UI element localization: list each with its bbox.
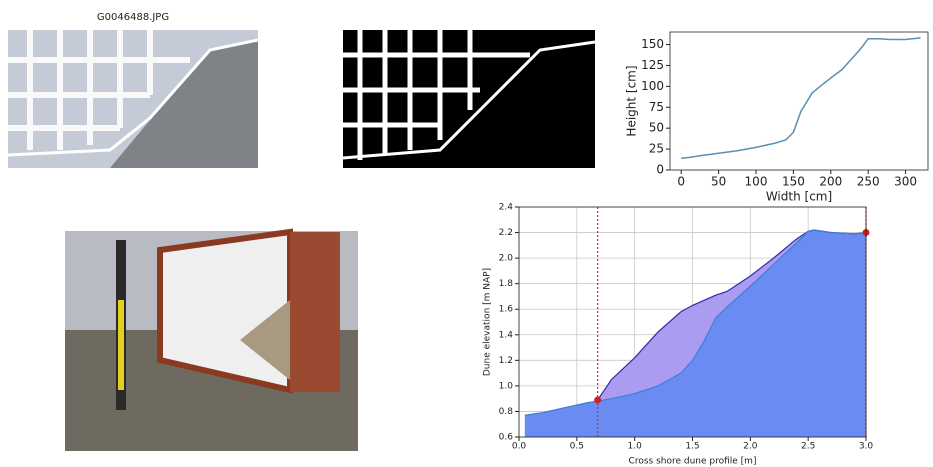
plot-frame bbox=[669, 31, 929, 171]
y-tick-label: 1.2 bbox=[499, 356, 513, 366]
y-tick-label: 0 bbox=[656, 163, 664, 177]
y-tick-label: 1.6 bbox=[499, 305, 514, 315]
image-title: G0046488.JPG bbox=[97, 12, 169, 23]
x-tick-label: 2.0 bbox=[743, 442, 758, 452]
x-tick-label: 1.5 bbox=[685, 442, 699, 452]
x-tick-label: 1.0 bbox=[628, 442, 643, 452]
y-axis-label: Height [cm] bbox=[625, 65, 639, 136]
photo-rgb bbox=[7, 30, 259, 168]
x-tick-label: 2.5 bbox=[801, 442, 815, 452]
x-tick-label: 100 bbox=[745, 175, 768, 189]
data-line bbox=[681, 37, 921, 160]
y-tick-label: 0.6 bbox=[499, 433, 514, 443]
y-tick-label: 1.8 bbox=[499, 279, 514, 289]
y-axis-label: Dune elevation [m NAP] bbox=[483, 268, 493, 376]
photo-field bbox=[65, 228, 358, 451]
x-tick-label: 3.0 bbox=[859, 442, 874, 452]
y-tick-label: 0.8 bbox=[499, 407, 514, 417]
chart: 0 25 50 75 100 125 150 0 50 100 150 200 250 300 Width … bbox=[625, 31, 929, 204]
y-tick-label: 1.0 bbox=[499, 381, 514, 391]
chart: 0.6 0.8 1.0 1.2 1.4 1.6 1.8 2.0 2.2 2.4 0.0 0.5 1.0 1… bbox=[483, 203, 874, 467]
y-tick-label: 25 bbox=[649, 142, 664, 156]
photo-binary bbox=[342, 30, 596, 168]
x-tick-label: 250 bbox=[857, 175, 880, 189]
y-tick-label: 150 bbox=[641, 37, 664, 51]
x-tick-label: 200 bbox=[819, 175, 842, 189]
x-tick-label: 0.5 bbox=[570, 442, 584, 452]
y-tick-label: 125 bbox=[641, 58, 664, 72]
y-tick-label: 2.4 bbox=[499, 203, 514, 213]
marker bbox=[594, 396, 602, 404]
x-tick-label: 50 bbox=[711, 175, 726, 189]
y-tick-label: 1.4 bbox=[499, 330, 514, 340]
area-fill bbox=[524, 230, 866, 437]
x-axis-label: Width [cm] bbox=[766, 190, 832, 204]
x-tick-label: 0.0 bbox=[512, 442, 527, 452]
y-tick-label: 2.0 bbox=[499, 254, 514, 264]
plot-frame bbox=[518, 206, 867, 438]
x-tick-label: 0 bbox=[677, 175, 685, 189]
y-tick-label: 75 bbox=[649, 100, 664, 114]
x-tick-label: 150 bbox=[782, 175, 805, 189]
x-tick-label: 300 bbox=[894, 175, 917, 189]
x-axis-label: Cross shore dune profile [m] bbox=[629, 457, 757, 467]
y-tick-label: 50 bbox=[649, 121, 664, 135]
data-line bbox=[524, 229, 867, 416]
y-tick-label: 2.2 bbox=[499, 228, 513, 238]
y-tick-label: 100 bbox=[641, 79, 664, 93]
